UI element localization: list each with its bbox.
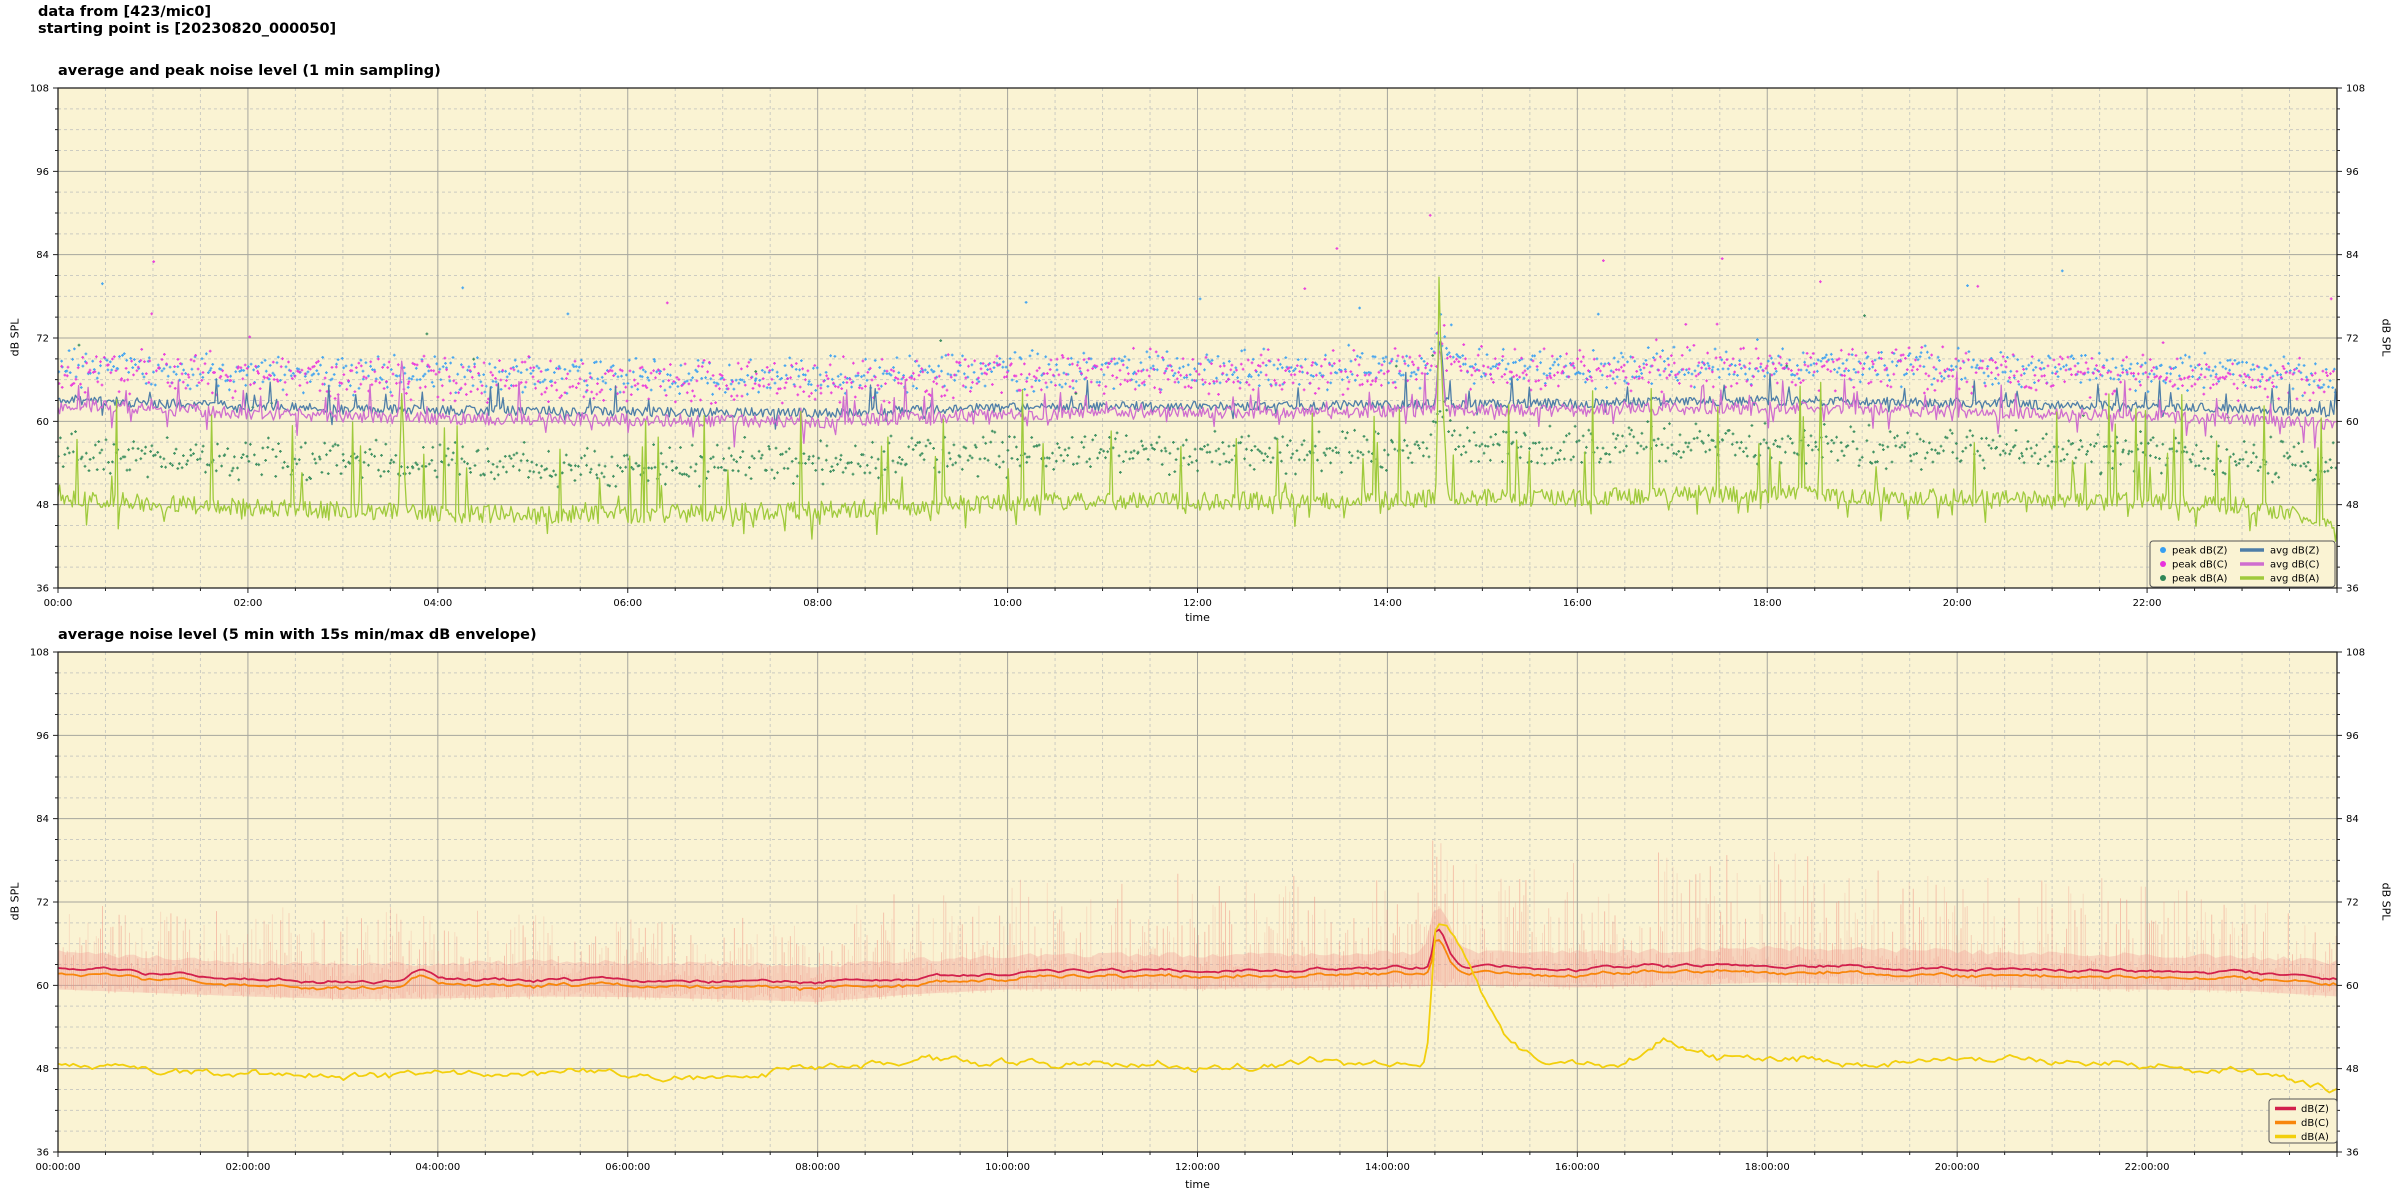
grid-major — [58, 652, 2337, 1152]
xtick-label: 12:00:00 — [1175, 1162, 1220, 1173]
legend-marker-dot — [2160, 561, 2166, 567]
xtick-label: 18:00:00 — [1745, 1162, 1790, 1173]
bottom-chart-xlabel: time — [1185, 1178, 1210, 1191]
xtick-label: 10:00 — [993, 598, 1022, 609]
legend-label: avg dB(Z) — [2270, 546, 2320, 557]
xtick-label: 18:00 — [1753, 598, 1782, 609]
xtick-label: 12:00 — [1183, 598, 1212, 609]
legend-label: avg dB(C) — [2270, 560, 2320, 571]
scatter-peak-db-c- — [58, 213, 2337, 405]
xtick-label: 02:00:00 — [225, 1162, 270, 1173]
ytick-label-left: 84 — [36, 250, 49, 261]
legend-label: peak dB(A) — [2172, 574, 2228, 585]
chart-0: 00:00 02:00 04:00 06:00 08:00 10:00 12:00 14:00… — [30, 84, 2365, 610]
ytick-label-left: 60 — [36, 417, 49, 428]
ytick-label-right: 84 — [2346, 814, 2359, 825]
ytick-label-left: 48 — [36, 500, 49, 511]
xtick-label: 02:00 — [234, 598, 263, 609]
legend: dB(Z) dB(C) dB(A) — [2268, 1098, 2338, 1144]
top-chart-title: average and peak noise level (1 min samp… — [58, 63, 441, 79]
xtick-label: 14:00 — [1373, 598, 1402, 609]
ytick-label-right: 72 — [2346, 898, 2359, 909]
bottom-chart-title: average noise level (5 min with 15s min/… — [58, 627, 537, 643]
xtick-label: 08:00 — [803, 598, 832, 609]
legend-label: avg dB(A) — [2270, 574, 2320, 585]
xtick-label: 04:00 — [423, 598, 452, 609]
ytick-label-right: 48 — [2346, 1064, 2359, 1075]
ytick-label-right: 108 — [2346, 84, 2365, 95]
line-avg-db-a- — [58, 276, 2337, 542]
line-avg-db-z- — [58, 340, 2337, 430]
line-db-c- — [58, 939, 2337, 991]
ytick-label-left: 96 — [36, 731, 49, 742]
header-line1: data from [423/mic0] — [38, 4, 212, 20]
header-line2: starting point is [20230820_000050] — [38, 21, 337, 37]
ytick-label-left: 72 — [36, 898, 49, 909]
xtick-label: 22:00 — [2133, 598, 2162, 609]
xtick-label: 16:00:00 — [1555, 1162, 1600, 1173]
legend-label: peak dB(Z) — [2172, 546, 2228, 557]
ytick-label-right: 36 — [2346, 584, 2359, 595]
legend-label: dB(Z) — [2301, 1104, 2329, 1115]
ytick-label-right: 72 — [2346, 334, 2359, 345]
legend-label: peak dB(C) — [2172, 560, 2228, 571]
xtick-label: 22:00:00 — [2125, 1162, 2170, 1173]
xtick-label: 08:00:00 — [795, 1162, 840, 1173]
xtick-label: 10:00:00 — [985, 1162, 1030, 1173]
ytick-label-left: 48 — [36, 1064, 49, 1075]
top-chart-xlabel: time — [1185, 611, 1210, 624]
xtick-label: 06:00:00 — [605, 1162, 650, 1173]
axis-ticks — [53, 87, 2342, 593]
ytick-label-left: 36 — [36, 1148, 49, 1159]
line-avg-db-c- — [58, 349, 2337, 449]
legend-label: dB(C) — [2301, 1118, 2329, 1129]
ytick-label-right: 60 — [2346, 417, 2359, 428]
xtick-label: 04:00:00 — [415, 1162, 460, 1173]
envelope-band — [58, 908, 2337, 1002]
legend-label: dB(A) — [2301, 1132, 2329, 1143]
ytick-label-right: 48 — [2346, 500, 2359, 511]
legend: peak dB(Z) peak dB(C) peak dB(A) avg dB(Z) a… — [2149, 540, 2336, 588]
ytick-label-right: 84 — [2346, 250, 2359, 261]
ytick-label-right: 108 — [2346, 648, 2365, 659]
ytick-label-left: 36 — [36, 584, 49, 595]
legend-marker-dot — [2160, 547, 2166, 553]
ytick-label-right: 96 — [2346, 731, 2359, 742]
ytick-label-left: 96 — [36, 167, 49, 178]
xtick-label: 20:00 — [1943, 598, 1972, 609]
xtick-label: 00:00:00 — [36, 1162, 81, 1173]
line-db-z- — [58, 928, 2337, 985]
ytick-label-left: 72 — [36, 334, 49, 345]
xtick-label: 20:00:00 — [1935, 1162, 1980, 1173]
ytick-label-left: 84 — [36, 814, 49, 825]
xtick-label: 14:00:00 — [1365, 1162, 1410, 1173]
line-db-a- — [58, 923, 2337, 1094]
ytick-label-right: 60 — [2346, 981, 2359, 992]
xtick-label: 00:00 — [44, 598, 73, 609]
legend-marker-dot — [2160, 575, 2166, 581]
chart-1: 00:00:00 02:00:00 04:00:00 06:00:00 08:00:00… — [30, 648, 2365, 1174]
ytick-label-left: 108 — [30, 84, 49, 95]
ytick-label-right: 36 — [2346, 1148, 2359, 1159]
ytick-label-right: 96 — [2346, 167, 2359, 178]
xtick-label: 16:00 — [1563, 598, 1592, 609]
grid-major — [58, 88, 2337, 588]
xtick-label: 06:00 — [613, 598, 642, 609]
ytick-label-left: 108 — [30, 648, 49, 659]
ytick-label-left: 60 — [36, 981, 49, 992]
axis-ticks — [53, 651, 2342, 1157]
